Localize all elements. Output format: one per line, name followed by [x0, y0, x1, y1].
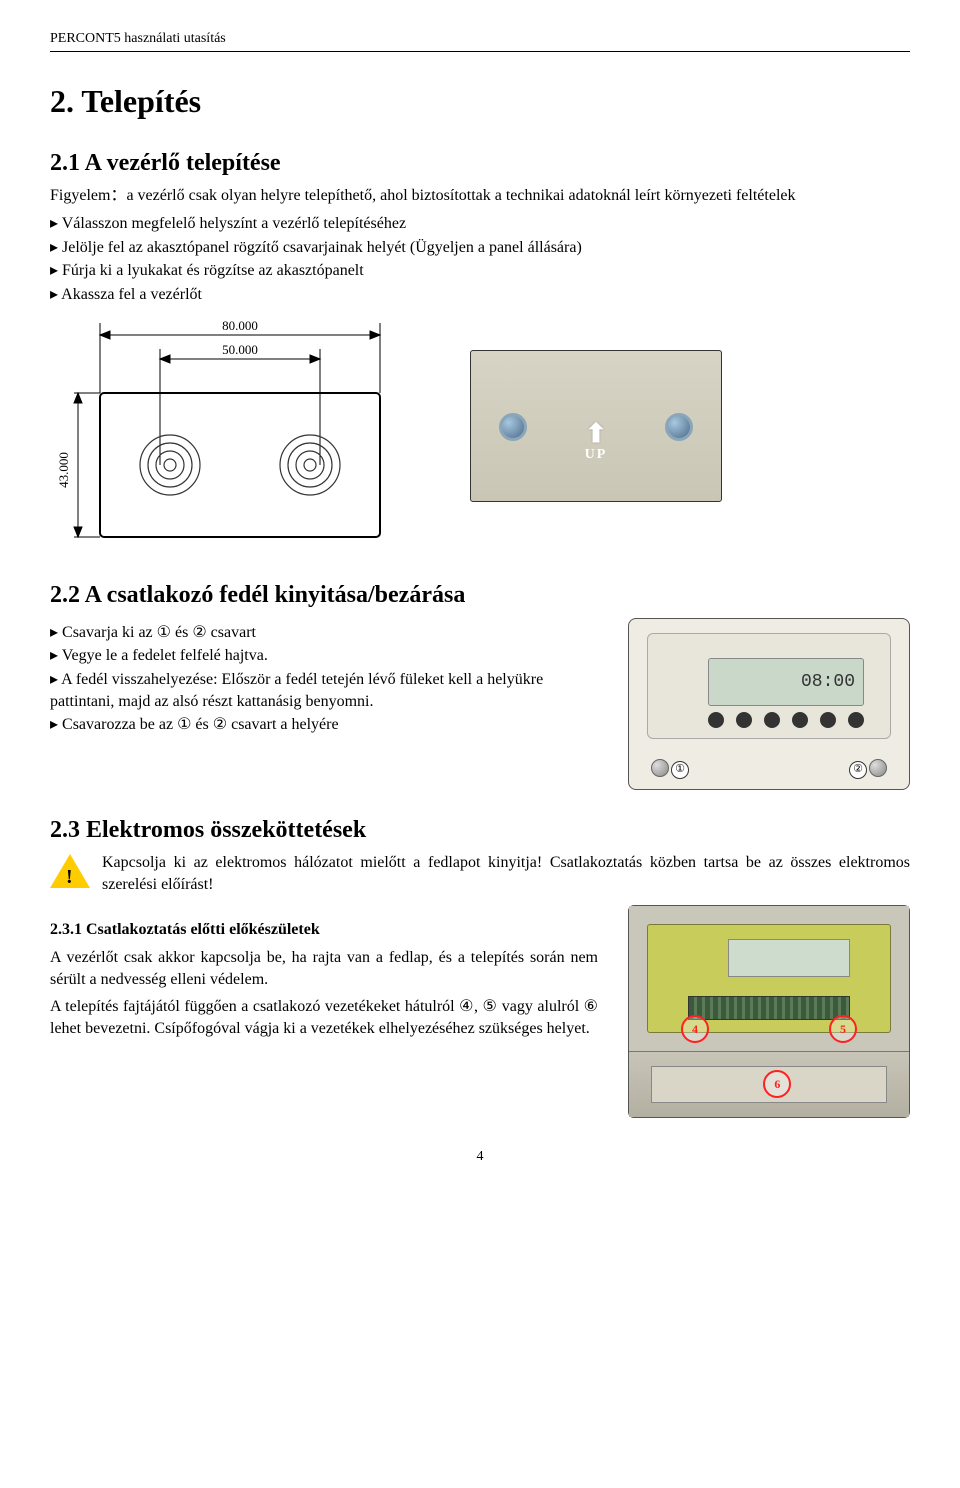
callout-5: 5: [829, 1015, 857, 1043]
list-item: A fedél visszahelyezése: Először a fedél…: [50, 669, 578, 712]
section-title: 2. Telepítés: [50, 80, 910, 123]
screw-left: [499, 413, 527, 441]
warning-text: Kapcsolja ki az elektromos hálózatot mie…: [102, 852, 910, 895]
terminal-block: [688, 996, 850, 1020]
dim-height: 43.000: [56, 453, 71, 489]
text-fragment: vagy alulról: [497, 998, 583, 1015]
warning-row: Kapcsolja ki az elektromos hálózatot mie…: [50, 852, 910, 895]
list-item: Fúrja ki a lyukakat és rögzítse az akasz…: [50, 260, 910, 282]
button-icon: [708, 712, 724, 728]
button-row: [708, 712, 864, 732]
warning-icon: [50, 854, 90, 888]
row-2-3: 2.3.1 Csatlakoztatás előtti előkészülete…: [50, 905, 910, 1118]
paragraph: A telepítés fajtájától függően a csatlak…: [50, 996, 598, 1039]
controller-bezel: 08:00: [647, 633, 891, 739]
mounting-panel-photo: ⬆ UP: [470, 350, 722, 502]
text-fragment: és: [171, 624, 192, 641]
page-header: PERCONT5 használati utasítás: [50, 30, 910, 52]
dim-outer: 80.000: [222, 318, 258, 333]
lcd-display: 08:00: [708, 658, 864, 706]
pcb: [647, 924, 891, 1033]
list-item: Akassza fel a vezérlőt: [50, 284, 910, 306]
dim-inner: 50.000: [222, 342, 258, 357]
text-fragment: és: [191, 716, 212, 733]
figure-row-2-1: 43.000 80.000 50.000: [50, 315, 910, 555]
subsubsection-2-3-1-title: 2.3.1 Csatlakoztatás előtti előkészülete…: [50, 919, 598, 941]
subsection-2-2-title: 2.2 A csatlakozó fedél kinyitása/bezárás…: [50, 579, 910, 611]
list-item: Vegye le a fedelet felfelé hajtva.: [50, 645, 578, 667]
page-number: 4: [50, 1148, 910, 1167]
button-icon: [848, 712, 864, 728]
circled-2: ②: [213, 716, 227, 733]
screw-cap-right: [869, 759, 887, 777]
text-fragment: Csavarozza be az: [62, 716, 177, 733]
list-item: Jelölje fel az akasztópanel rögzítő csav…: [50, 237, 910, 259]
button-icon: [736, 712, 752, 728]
list-item: Csavarozza be az ① és ② csavart a helyér…: [50, 714, 578, 736]
cover-tray: 6: [629, 1052, 909, 1117]
list-item: Csavarja ki az ① és ② csavart: [50, 622, 578, 644]
callout-2: ②: [849, 761, 867, 779]
list-item: Válasszon megfelelő helyszínt a vezérlő …: [50, 213, 910, 235]
text-fragment: lehet bevezetni. Csípőfogóval vágja ki a…: [50, 1020, 590, 1037]
circled-6: ⑥: [584, 998, 598, 1015]
screw-right: [665, 413, 693, 441]
subsection-2-1-title: 2.1 A vezérlő telepítése: [50, 147, 910, 179]
button-icon: [764, 712, 780, 728]
bullet-list-2-1: Válasszon megfelelő helyszínt a vezérlő …: [50, 213, 910, 305]
circled-1: ①: [157, 624, 171, 641]
subsection-2-3-title: 2.3 Elektromos összeköttetések: [50, 814, 910, 846]
up-label: UP: [585, 446, 608, 465]
text-fragment: A telepítés fajtájától függően a csatlak…: [50, 998, 459, 1015]
row-2-2: Csavarja ki az ① és ② csavart Vegye le a…: [50, 618, 910, 790]
paragraph: A vezérlőt csak akkor kapcsolja be, ha r…: [50, 947, 598, 990]
circled-4: ④: [459, 998, 474, 1015]
screw-cap-left: [651, 759, 669, 777]
callout-1: ①: [671, 761, 689, 779]
bullet-list-2-2: Csavarja ki az ① és ② csavart Vegye le a…: [50, 622, 578, 736]
intro-paragraph: Figyelem：a vezérlő csak olyan helyre tel…: [50, 185, 910, 207]
circled-5: ⑤: [482, 998, 497, 1015]
text-fragment: Csavarja ki az: [62, 624, 157, 641]
button-icon: [792, 712, 808, 728]
circled-2: ②: [192, 624, 206, 641]
controller-open-photo: 4 5 6: [628, 905, 910, 1118]
button-icon: [820, 712, 836, 728]
callout-4: 4: [681, 1015, 709, 1043]
text-fragment: csavart: [207, 624, 256, 641]
text-fragment: csavart a helyére: [227, 716, 338, 733]
mounting-panel-drawing: 43.000 80.000 50.000: [50, 315, 430, 555]
lcd-back: [728, 939, 850, 977]
controller-front-photo: 08:00 ① ②: [628, 618, 910, 790]
circled-1: ①: [177, 716, 191, 733]
controller-pcb-area: 4 5: [629, 906, 909, 1052]
